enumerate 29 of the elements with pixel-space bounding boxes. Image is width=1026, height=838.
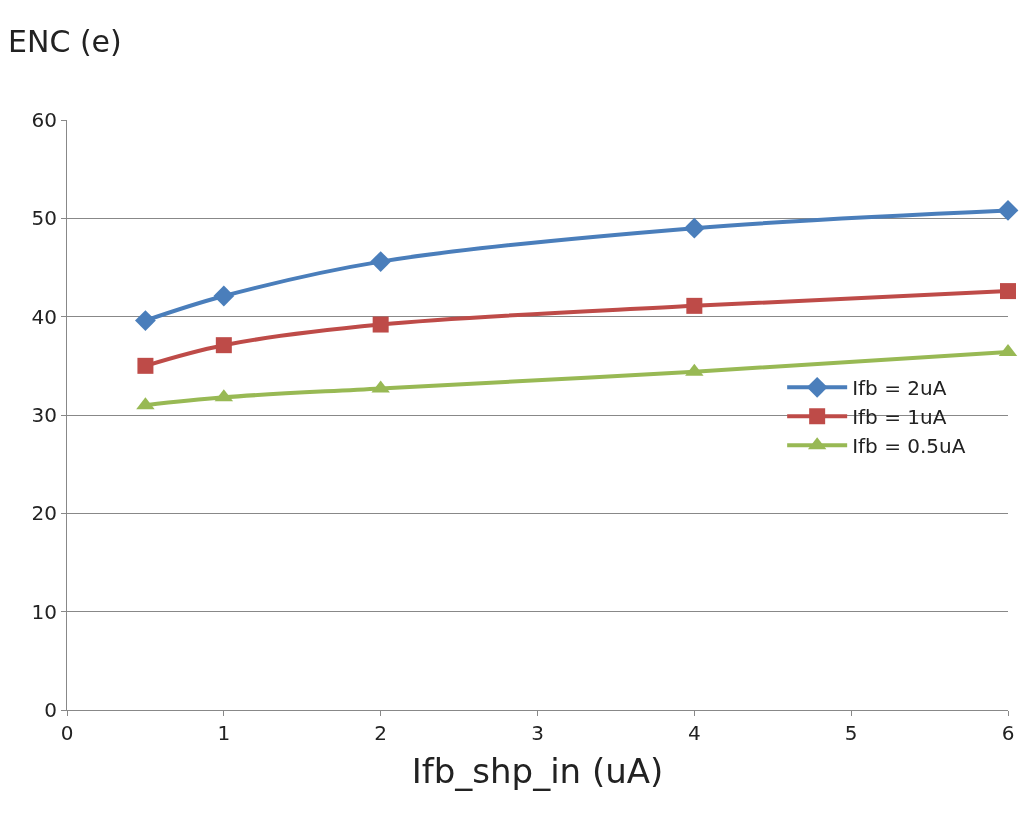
point (370, 251, 392, 272)
x-tick-label: 0 (60, 721, 74, 745)
x-tick-label: 3 (531, 721, 544, 745)
y-tick-label: 10 (31, 599, 57, 624)
x-tick-label: 2 (374, 721, 388, 745)
legend-label: Ifb = 0.5uA (852, 434, 966, 459)
point (1000, 283, 1016, 300)
x-tick-label: 6 (1001, 721, 1015, 745)
y-tick-label: 60 (31, 108, 57, 132)
x-tick-label: 4 (687, 721, 701, 745)
point (213, 285, 235, 307)
point (215, 337, 232, 354)
legend-label: Ifb = 1uA (852, 405, 947, 430)
legend-label: Ifb = 2uA (852, 376, 947, 401)
y-axis-title: ENC (e) (8, 24, 122, 59)
point (137, 357, 154, 374)
y-tick-label: 30 (31, 403, 57, 427)
y-tick-label: 0 (44, 698, 57, 722)
x-tick-label: 1 (217, 721, 231, 745)
x-tick-label: 5 (844, 721, 858, 745)
point (997, 200, 1019, 221)
point (683, 217, 705, 239)
y-tick-label: 40 (31, 304, 57, 329)
point (372, 316, 389, 333)
x-axis-title: Ifb_shp_in (uA) (411, 751, 664, 792)
point (135, 310, 156, 331)
y-tick-label: 20 (31, 501, 57, 526)
y-tick-label: 50 (31, 206, 57, 231)
point (686, 297, 703, 314)
